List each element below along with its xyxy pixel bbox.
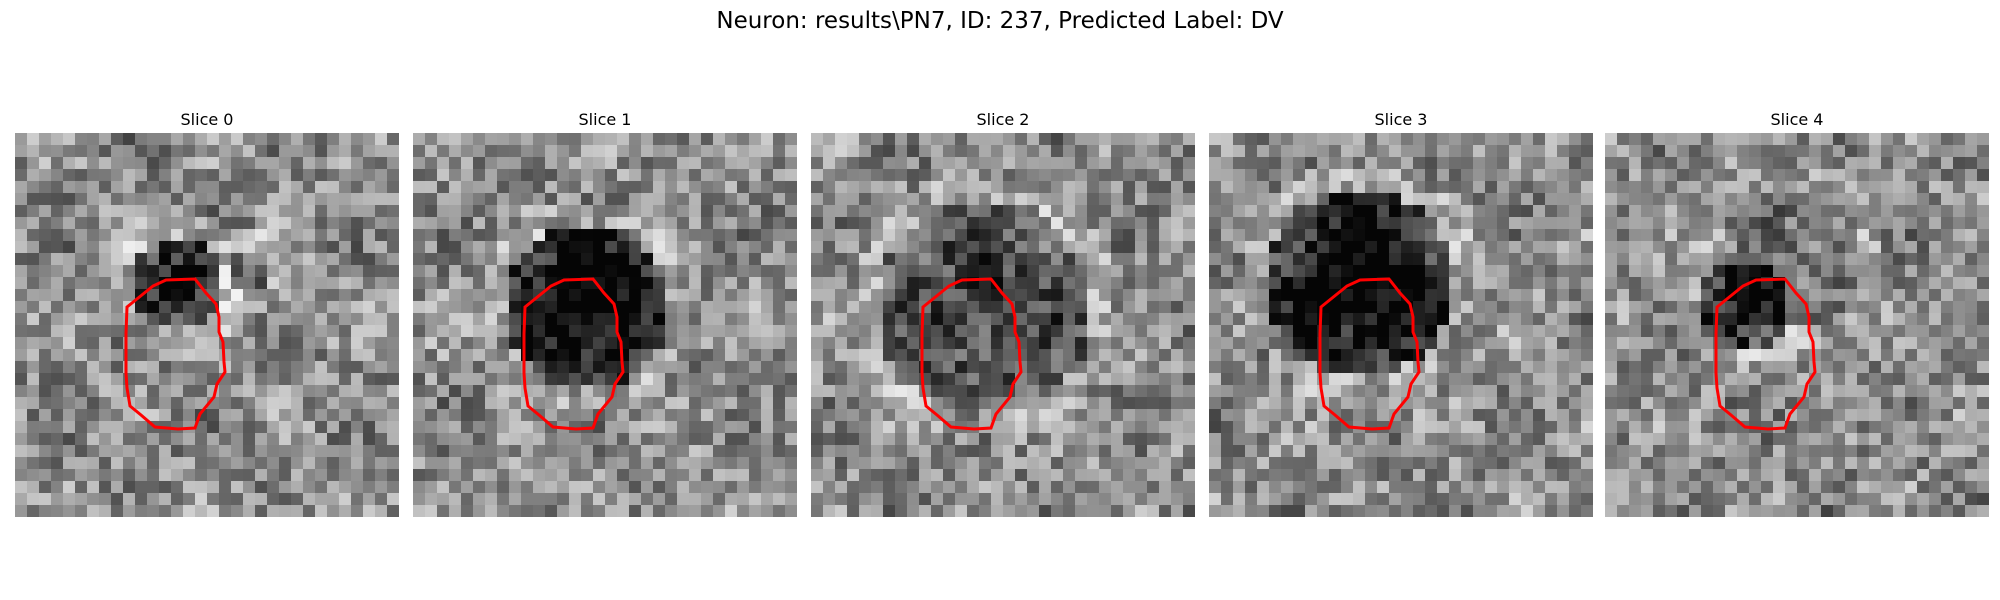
slice-title: Slice 4 [1770, 110, 1824, 129]
slice-panel-2: Slice 2 [811, 107, 1195, 517]
roi-contour [1714, 277, 1817, 431]
roi-contour [920, 277, 1023, 431]
slice-panel-4: Slice 4 [1605, 107, 1989, 517]
slice-title: Slice 2 [976, 110, 1030, 129]
slice-title: Slice 3 [1374, 110, 1428, 129]
roi-contour [1318, 277, 1421, 431]
grayscale-pixels [1605, 133, 1989, 517]
grayscale-pixels [811, 133, 1195, 517]
slice-panel-0: Slice 0 [15, 107, 399, 517]
grayscale-pixels [413, 133, 797, 517]
slice-image [15, 133, 399, 517]
slice-image [413, 133, 797, 517]
slice-image [1209, 133, 1593, 517]
figure-title: Neuron: results\PN7, ID: 237, Predicted … [716, 8, 1284, 34]
grayscale-pixels [15, 133, 399, 517]
slice-title: Slice 0 [180, 110, 234, 129]
slice-panel-1: Slice 1 [413, 107, 797, 517]
slice-title: Slice 1 [578, 110, 632, 129]
grayscale-pixels [1209, 133, 1593, 517]
roi-contour [522, 277, 625, 431]
slice-panel-3: Slice 3 [1209, 107, 1593, 517]
roi-contour [124, 277, 227, 431]
slice-image [811, 133, 1195, 517]
slice-image [1605, 133, 1989, 517]
